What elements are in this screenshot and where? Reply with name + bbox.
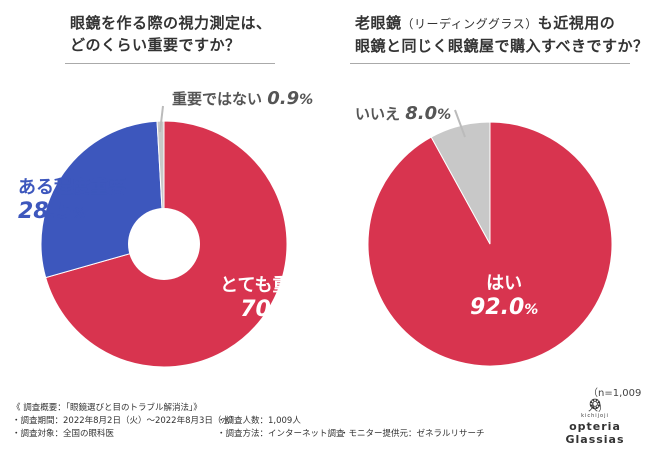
chart2-title-part1: 老眼鏡 [355,14,402,32]
slice-moderate-unit: % [72,205,87,222]
chart1-title-line2: どのくらい重要ですか？ [70,36,241,54]
chart2-title-part2: （リーディンググラス） [401,17,538,31]
slice-no-name: いいえ [355,105,401,123]
survey-method: ・調査方法：インターネット調査 [217,429,345,439]
chart2-title-line2: 眼鏡と同じく眼鏡屋で購入すべきですか？ [355,37,649,55]
chart2-title-line1: 老眼鏡（リーディンググラス）も近視用の [355,12,648,35]
survey-row-1: ・調査期間：2022年8月2日（火）～2022年8月3日（水） ・調査人数：1,… [12,415,301,428]
brand-name: opteria Glassias [565,420,625,446]
slice-label-no: いいえ 8.0% [355,103,452,125]
survey-row-2: ・調査対象：全国の眼科医 ・調査方法：インターネット調査 ・モニター提供元：ゼネ… [12,428,485,441]
chart1-title: 眼鏡を作る際の視力測定は、 どのくらい重要ですか？ [70,12,272,56]
slice-very-name: とても重要 [220,275,309,296]
survey-respondents: ・調査人数：1,009人 [217,416,301,426]
chart2-title-part3: も近視用の [537,14,616,32]
brand-emblem-icon: ❂ [589,397,601,413]
chart2-pie [367,109,613,367]
slice-yes-name: はい [486,273,523,294]
slice-no-value: 8.0 [405,103,438,124]
slice-1 [430,121,491,245]
chart2-title-rule [350,63,630,64]
brand-sub: kichijoji [581,413,609,419]
slice-label-not-important: 重要ではない 0.9% [172,88,314,110]
survey-target: ・調査対象：全国の眼科医 [12,429,115,439]
sample-size-note: （n=1,009人） [588,388,642,414]
slice-no-unit: % [437,107,452,123]
donut-hole [128,208,200,280]
slice-very-unit: % [294,303,309,320]
slice-not-important-value: 0.9 [267,88,300,109]
leader-line-not-important [159,105,164,133]
slice-not-important-name: 重要ではない [172,90,263,108]
slice-moderate-value: 28.5 [18,198,73,224]
survey-heading: 《 調査概要：「眼鏡選びと目のトラブル解消法」》 [12,403,202,413]
chart1-donut [40,105,288,368]
survey-overview: 《 調査概要：「眼鏡選びと目のトラブル解消法」》 ・調査期間：2022年8月2日… [12,402,485,441]
slice-label-moderately-important: ある程度重要 28.5% [18,177,126,224]
slice-very-value: 70.6 [240,296,295,322]
survey-period: ・調査期間：2022年8月2日（火）～2022年8月3日（水） [12,416,239,426]
slice-not-important-unit: % [299,92,314,108]
chart1-title-line1: 眼鏡を作る際の視力測定は、 [70,14,272,32]
slice-label-yes: はい 92.0% [470,273,539,320]
slice-label-very-important: とても重要 70.6% [220,275,309,322]
chart1-title-rule [65,63,275,64]
chart2-title: 老眼鏡（リーディンググラス）も近視用の 眼鏡と同じく眼鏡屋で購入すべきですか？ [355,12,648,57]
brand-logo: ❂ kichijoji opteria Glassias [540,398,650,446]
slice-yes-unit: % [524,301,539,318]
leader-line-no [454,109,466,138]
slice-yes-value: 92.0 [470,294,525,320]
survey-provider: ・モニター提供元：ゼネラルリサーチ [340,429,485,439]
slice-moderate-name: ある程度重要 [18,177,126,198]
